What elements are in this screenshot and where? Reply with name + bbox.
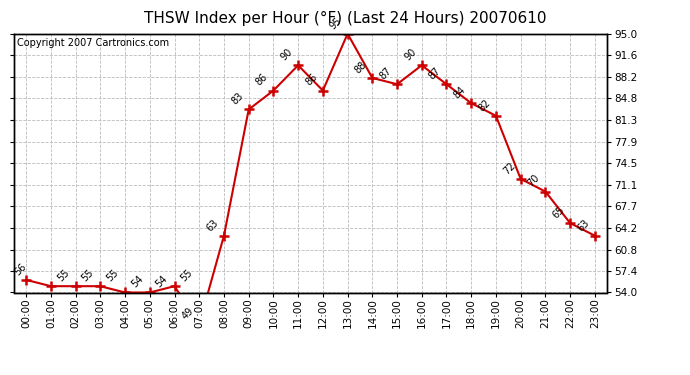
Text: 55: 55 bbox=[104, 267, 121, 284]
Text: 55: 55 bbox=[80, 267, 96, 284]
Text: 90: 90 bbox=[402, 47, 418, 63]
Text: 55: 55 bbox=[55, 267, 71, 284]
Text: 87: 87 bbox=[377, 66, 393, 81]
Text: 95: 95 bbox=[328, 15, 344, 31]
Text: 70: 70 bbox=[526, 173, 542, 189]
Text: 87: 87 bbox=[427, 66, 443, 81]
Text: 56: 56 bbox=[12, 261, 28, 277]
Text: 72: 72 bbox=[501, 160, 517, 176]
Text: 83: 83 bbox=[229, 91, 245, 107]
Text: 84: 84 bbox=[452, 85, 468, 100]
Text: 88: 88 bbox=[353, 59, 368, 75]
Text: Copyright 2007 Cartronics.com: Copyright 2007 Cartronics.com bbox=[17, 38, 169, 48]
Text: 54: 54 bbox=[154, 274, 170, 290]
Text: 63: 63 bbox=[204, 217, 220, 233]
Text: 82: 82 bbox=[477, 97, 492, 113]
Text: 55: 55 bbox=[179, 267, 195, 284]
Text: 86: 86 bbox=[304, 72, 319, 88]
Text: 63: 63 bbox=[575, 217, 591, 233]
Text: 54: 54 bbox=[129, 274, 145, 290]
Text: 86: 86 bbox=[254, 72, 270, 88]
Text: THSW Index per Hour (°F) (Last 24 Hours) 20070610: THSW Index per Hour (°F) (Last 24 Hours)… bbox=[144, 11, 546, 26]
Text: 90: 90 bbox=[279, 47, 295, 63]
Text: 65: 65 bbox=[551, 204, 566, 220]
Text: 49: 49 bbox=[180, 306, 195, 321]
